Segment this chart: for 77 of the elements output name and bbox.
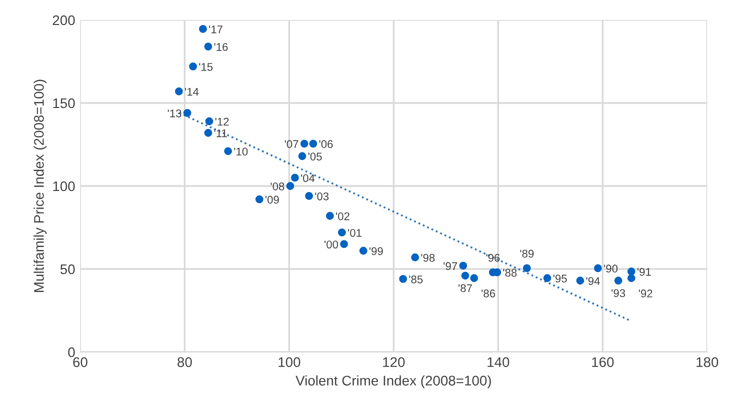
point — [290, 174, 299, 182]
point — [298, 152, 306, 160]
point — [255, 195, 264, 204]
point — [204, 128, 212, 137]
x-tick-label: 100 — [278, 357, 300, 368]
y-tick-label: 200 — [52, 15, 75, 26]
annotation: '98 — [421, 254, 435, 262]
point — [338, 228, 346, 236]
annotation: '90 — [604, 264, 618, 273]
point — [204, 42, 212, 51]
annotation: '97 — [444, 262, 458, 270]
x-tick-label: 140 — [488, 357, 510, 368]
annotation: '11 — [214, 130, 227, 138]
annotation: '93 — [612, 289, 626, 298]
point — [411, 253, 420, 262]
annotation: '86 — [482, 290, 496, 298]
annotation: '10 — [234, 148, 248, 156]
annotation: '95 — [553, 274, 567, 282]
x-tick-label: 160 — [592, 357, 614, 368]
point — [205, 117, 214, 126]
annotation: '92 — [638, 290, 652, 298]
y-axis-title: Multifamily Price Index (2008=100) — [34, 80, 47, 292]
point — [309, 140, 318, 148]
point — [543, 274, 552, 282]
annotation: '87 — [458, 284, 472, 292]
annotation: '00 — [324, 240, 338, 248]
annotation: '89 — [520, 250, 534, 258]
annotation: '07 — [284, 140, 298, 148]
x-tick-label: 180 — [696, 357, 718, 368]
point — [300, 140, 308, 148]
annotation: '17 — [209, 26, 222, 34]
point — [461, 272, 470, 280]
y-tick-label: 100 — [53, 181, 75, 192]
annotation: '05 — [308, 152, 322, 160]
annotation: '94 — [586, 277, 600, 285]
annotation: '02 — [336, 212, 350, 220]
point — [594, 264, 602, 272]
point — [326, 212, 334, 220]
point — [627, 274, 636, 282]
annotation: '91 — [637, 268, 651, 276]
point — [183, 109, 192, 117]
point — [340, 240, 348, 248]
point — [286, 182, 294, 190]
point — [627, 268, 636, 276]
point — [399, 275, 408, 283]
annotation: '08 — [270, 182, 284, 190]
annotation: '15 — [199, 63, 213, 71]
point — [199, 25, 207, 33]
point — [174, 87, 183, 96]
point — [459, 262, 468, 270]
point — [224, 147, 232, 156]
annotation: '16 — [214, 43, 228, 51]
y-tick-label: 50 — [60, 264, 75, 274]
y-tick-label: 0 — [68, 347, 75, 358]
point — [576, 276, 584, 285]
x-axis-title: Violent Crime Index (2008=100) — [296, 375, 491, 388]
point — [359, 246, 368, 255]
x-tick-label: 80 — [178, 357, 192, 368]
annotation: '85 — [409, 275, 423, 284]
x-tick-label: 60 — [73, 357, 88, 368]
annotation: '12 — [215, 118, 229, 126]
annotation: '13 — [168, 109, 182, 118]
x-tick-label: 120 — [383, 357, 405, 368]
point — [614, 276, 622, 285]
annotation: '14 — [185, 88, 199, 96]
annotation: '03 — [315, 192, 329, 200]
annotation: '09 — [266, 196, 279, 204]
annotation: '99 — [369, 247, 383, 256]
annotation: '06 — [319, 140, 333, 148]
annotation: '04 — [301, 174, 315, 182]
annotation: '01 — [348, 228, 362, 237]
y-tick-label: 150 — [53, 98, 75, 108]
point — [305, 192, 313, 200]
point — [522, 264, 531, 272]
point — [189, 62, 197, 70]
annotation: '88 — [503, 268, 517, 277]
point — [470, 274, 478, 282]
